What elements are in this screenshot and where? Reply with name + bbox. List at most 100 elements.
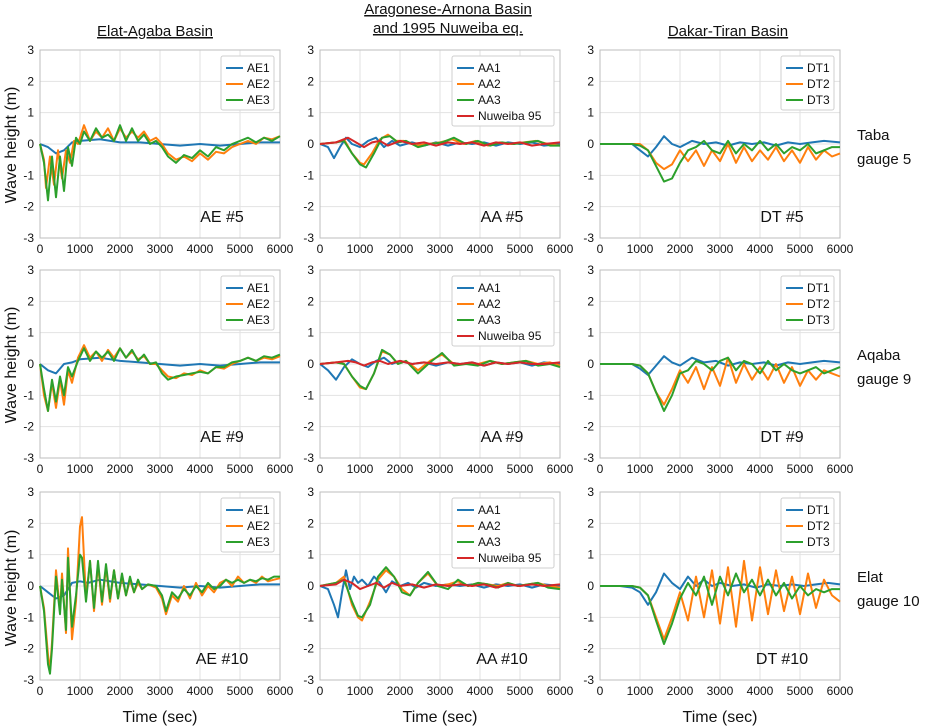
x-tick-label: 1000: [627, 462, 654, 476]
x-axis-title-col-1: Time (sec): [123, 709, 198, 726]
y-tick-label: 3: [27, 43, 34, 57]
x-tick-label: 1000: [347, 684, 374, 698]
x-tick-label: 4000: [187, 242, 214, 256]
x-tick-label: 6000: [267, 462, 294, 476]
y-tick-label: -2: [583, 420, 594, 434]
y-tick-label: 3: [587, 263, 594, 277]
x-tick-label: 6000: [547, 684, 574, 698]
x-tick-label: 2000: [667, 462, 694, 476]
x-tick-label: 0: [597, 684, 604, 698]
legend-label: AA3: [478, 535, 501, 549]
column-title-aragonese-arnona-line2: and 1995 Nuweiba eq.: [373, 20, 523, 37]
x-tick-label: 2000: [667, 242, 694, 256]
x-tick-label: 5000: [507, 242, 534, 256]
series-line-dt3: [600, 139, 840, 183]
x-tick-label: 0: [597, 242, 604, 256]
legend-label: AA2: [478, 519, 501, 533]
y-tick-label: -3: [583, 451, 594, 465]
series-line-dt2: [600, 356, 841, 406]
legend-label: AE1: [247, 503, 270, 517]
legend: AA1 AA2 AA3 Nuweiba 95: [451, 55, 555, 127]
legend-label: Nuweiba 95: [478, 551, 542, 565]
y-tick-label: -2: [303, 200, 314, 214]
x-tick-label: 4000: [187, 684, 214, 698]
x-tick-label: 2000: [387, 242, 414, 256]
x-tick-label: 4000: [467, 242, 494, 256]
y-tick-label: 0: [307, 357, 314, 371]
legend-box: [780, 275, 835, 331]
x-tick-label: 4000: [747, 684, 774, 698]
x-tick-label: 2000: [387, 462, 414, 476]
y-tick-label: 2: [587, 294, 594, 308]
legend: AA1 AA2 AA3 Nuweiba 95: [451, 275, 555, 347]
legend-label: AE3: [247, 535, 270, 549]
y-tick-label: 1: [587, 106, 594, 120]
x-tick-label: 3000: [707, 462, 734, 476]
y-tick-label: -3: [303, 451, 314, 465]
legend-box: [220, 55, 275, 111]
y-tick-label: 1: [587, 548, 594, 562]
legend-box: [451, 55, 555, 127]
y-tick-label: -1: [583, 388, 594, 402]
legend-box: [451, 275, 555, 347]
series-line-nuweiba-95: [319, 136, 561, 149]
legend-label: DT3: [807, 535, 830, 549]
x-tick-label: 5000: [787, 684, 814, 698]
legend-label: AE2: [247, 77, 270, 91]
x-tick-label: 5000: [507, 684, 534, 698]
x-tick-label: 4000: [747, 462, 774, 476]
x-tick-label: 4000: [747, 242, 774, 256]
x-tick-label: 3000: [147, 684, 174, 698]
series-line-dt2: [600, 143, 841, 171]
legend: DT1 DT2 DT3: [780, 497, 835, 553]
legend-box: [220, 497, 275, 553]
column-title-elat-agaba: Elat-Agaba Basin: [97, 23, 213, 40]
y-axis-title-row-3: Wave height (m): [3, 530, 20, 647]
y-tick-label: -2: [303, 642, 314, 656]
legend-label: AE3: [247, 313, 270, 327]
legend-label: DT2: [807, 297, 830, 311]
y-tick-label: 1: [307, 548, 314, 562]
x-tick-label: 3000: [427, 242, 454, 256]
panel-label: DT #10: [756, 651, 808, 668]
panel-label: DT #5: [760, 209, 803, 226]
legend-label: AA2: [478, 297, 501, 311]
y-tick-label: -2: [303, 420, 314, 434]
series-line-dt1: [600, 355, 841, 376]
x-tick-label: 6000: [547, 242, 574, 256]
panel-label: AA #9: [481, 429, 524, 446]
y-tick-label: 3: [307, 43, 314, 57]
x-tick-label: 0: [37, 462, 44, 476]
panel-label: AA #10: [476, 651, 528, 668]
x-axis-title-col-3: Time (sec): [683, 709, 758, 726]
x-tick-label: 1000: [627, 242, 654, 256]
row-label-gauge-9: gauge 9: [857, 371, 911, 388]
y-tick-label: 0: [27, 579, 34, 593]
y-tick-label: -3: [23, 673, 34, 687]
y-tick-label: 1: [587, 326, 594, 340]
x-tick-label: 1000: [67, 242, 94, 256]
legend-label: DT2: [807, 77, 830, 91]
x-tick-label: 3000: [427, 462, 454, 476]
y-tick-label: -2: [23, 642, 34, 656]
y-tick-label: 2: [307, 516, 314, 530]
x-tick-label: 3000: [147, 462, 174, 476]
panel-label: AE #9: [200, 429, 244, 446]
column-title-aragonese-arnona-line1: Aragonese-Arnona Basin: [364, 1, 532, 18]
series-line-ae3: [39, 347, 281, 412]
panel-label: AE #10: [196, 651, 249, 668]
x-tick-label: 2000: [107, 242, 134, 256]
y-tick-label: 1: [27, 106, 34, 120]
legend: AE1 AE2 AE3: [220, 497, 275, 553]
legend-label: DT3: [807, 93, 830, 107]
y-tick-label: 1: [27, 548, 34, 562]
legend-label: Nuweiba 95: [478, 109, 542, 123]
y-tick-label: 3: [27, 485, 34, 499]
x-tick-label: 6000: [827, 462, 854, 476]
x-tick-label: 3000: [707, 242, 734, 256]
y-tick-label: 2: [587, 516, 594, 530]
series-line-nuweiba-95: [319, 578, 561, 591]
